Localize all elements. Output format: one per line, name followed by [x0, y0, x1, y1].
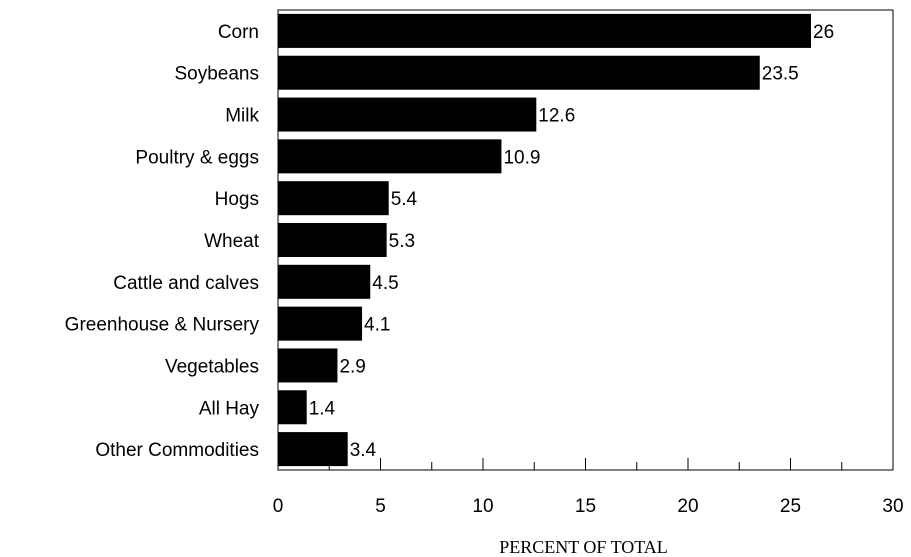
- value-label: 12.6: [538, 106, 575, 127]
- category-label: Greenhouse & Nursery: [65, 315, 260, 336]
- bar: [278, 223, 387, 257]
- x-axis-label: PERCENT OF TOTAL: [499, 537, 668, 557]
- category-label: Corn: [218, 22, 259, 43]
- x-tick-label: 10: [472, 496, 493, 517]
- bar: [278, 97, 537, 132]
- category-label: Vegetables: [165, 356, 259, 377]
- bar: [278, 55, 760, 90]
- category-label: Wheat: [204, 231, 260, 252]
- x-tick-label: 0: [273, 496, 284, 517]
- category-label: Hogs: [215, 189, 259, 210]
- bar: [278, 390, 307, 425]
- x-axis-ticks: 0 5 10 15 20 25 30: [273, 458, 904, 517]
- bar: [278, 432, 348, 467]
- value-labels: 26 23.5 12.6 10.9 5.4 5.3 4.5 4.1 2.91.4 3.4: [309, 22, 834, 461]
- value-label: 4.5: [372, 273, 398, 294]
- value-label: 10.9: [503, 147, 540, 168]
- category-label: All Hay: [199, 398, 260, 419]
- bar: [278, 348, 338, 383]
- bar: [278, 139, 502, 174]
- category-label: Poultry & eggs: [135, 147, 259, 168]
- bar: [278, 306, 363, 341]
- x-tick-label: 20: [677, 496, 698, 517]
- x-tick-label: 15: [575, 496, 596, 517]
- x-tick-label: 5: [375, 496, 386, 517]
- category-label: Cattle and calves: [113, 273, 259, 294]
- bar: [278, 13, 811, 48]
- category-label: Milk: [225, 106, 259, 127]
- category-label: Soybeans: [174, 64, 259, 85]
- value-label: 23.5: [762, 64, 799, 85]
- value-label: 3.4: [350, 440, 377, 461]
- value-label: 2.9: [339, 356, 365, 377]
- x-tick-label: 25: [780, 496, 801, 517]
- bars-group: [278, 13, 811, 467]
- bar: [278, 264, 371, 299]
- value-label: 4.1: [364, 315, 390, 336]
- value-label: 26: [813, 22, 834, 43]
- category-labels: Corn Soybeans Milk Poultry & eggs Hogs Wheat C…: [65, 22, 260, 461]
- value-label: 1.4: [309, 398, 336, 419]
- value-label: 5.3: [389, 231, 415, 252]
- bar: [278, 181, 389, 216]
- category-label: Other Commodities: [95, 440, 259, 461]
- x-tick-label: 30: [882, 496, 903, 517]
- value-label: 5.4: [391, 189, 418, 210]
